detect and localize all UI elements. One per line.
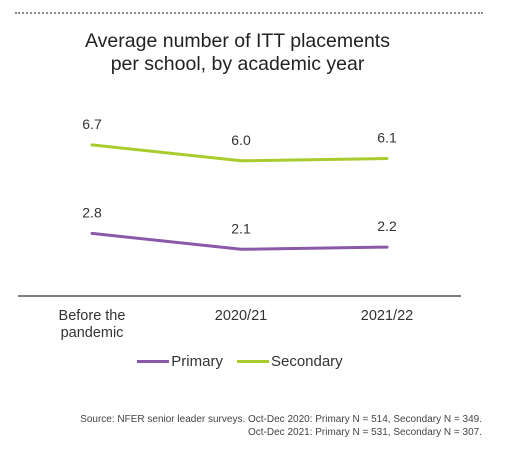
top-dotted-rule — [15, 12, 483, 14]
chart-title-line-2: per school, by academic year — [110, 53, 365, 75]
legend-item-secondary: Secondary — [236, 353, 343, 370]
x-tick-label-1: Before the pandemic — [59, 308, 126, 341]
x-tick-label-2: 2020/21 — [215, 308, 267, 324]
legend-swatch-secondary — [236, 360, 269, 363]
chart-title: Average number of ITT placements per sch… — [0, 30, 475, 76]
legend: Primary Secondary — [0, 353, 480, 370]
series-line-primary — [90, 231, 389, 251]
data-label-primary-2: 2.1 — [231, 220, 251, 236]
data-label-primary-3: 2.2 — [377, 218, 397, 234]
data-label-secondary-2: 6.0 — [231, 132, 251, 148]
source-line-2: Oct-Dec 2021: Primary N = 531, Secondary… — [248, 427, 482, 438]
legend-swatch-primary — [137, 360, 170, 363]
series-line-secondary — [90, 143, 389, 163]
data-label-primary-1: 2.8 — [82, 204, 102, 220]
source-line-1: Source: NFER senior leader surveys. Oct-… — [80, 414, 482, 425]
legend-label-primary: Primary — [171, 353, 223, 370]
source-note: Source: NFER senior leader surveys. Oct-… — [12, 413, 482, 439]
legend-label-secondary: Secondary — [270, 353, 343, 370]
data-label-secondary-1: 6.7 — [82, 116, 102, 132]
legend-item-primary: Primary — [137, 353, 223, 370]
data-label-secondary-3: 6.1 — [377, 130, 397, 146]
x-tick-label-3: 2021/22 — [361, 308, 413, 324]
chart-title-line-1: Average number of ITT placements — [85, 30, 390, 52]
